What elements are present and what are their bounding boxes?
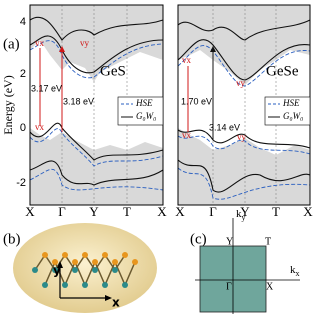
k-label: Y xyxy=(89,204,99,219)
axis-label: k xyxy=(290,264,296,276)
point-label: T xyxy=(265,236,271,247)
axis-label: ky xyxy=(236,208,246,222)
y-tick-label: 4 xyxy=(20,16,26,28)
axis-label: x xyxy=(296,269,300,278)
vy-label: vy xyxy=(236,78,246,88)
axis-label: y xyxy=(242,213,246,222)
point-label: Y xyxy=(226,236,233,247)
axis-label: y xyxy=(53,264,61,278)
gap-label: 3.18 eV xyxy=(63,96,94,106)
vy-label: vy xyxy=(80,38,90,48)
y-axis-label: Energy (eV) xyxy=(1,75,15,134)
vx-label: vx xyxy=(35,122,45,132)
axis-label: x xyxy=(112,296,120,310)
k-label: X xyxy=(303,204,313,219)
vy-label: vy xyxy=(237,132,247,142)
vx-label: vx xyxy=(35,38,45,48)
ges-panel: vx vx vy 3.17 eV 3.18 eV GeS HSE G₀W₀ X … xyxy=(25,4,167,219)
legend-entry: G₀W₀ xyxy=(136,111,156,121)
legend-entry: G₀W₀ xyxy=(283,111,303,121)
axis-label: kx xyxy=(290,264,300,278)
brillouin-panel: (c) ky kx Y T Γ X xyxy=(190,208,300,314)
k-label: X xyxy=(157,204,167,219)
panel-label: (a) xyxy=(3,36,20,52)
point-label: Γ xyxy=(226,281,232,292)
axis-label: k xyxy=(236,208,242,220)
material-title: GeSe xyxy=(266,63,299,79)
k-label: Γ xyxy=(209,204,217,219)
y-tick-label: -2 xyxy=(16,177,26,189)
crystal-panel: (b) y x xyxy=(3,223,157,313)
y-tick-label: 0 xyxy=(20,122,26,134)
panel-label: (c) xyxy=(190,231,207,247)
legend-entry: HSE xyxy=(135,98,153,108)
k-label: X xyxy=(175,204,185,219)
legend-entry: HSE xyxy=(282,98,300,108)
k-label: Γ xyxy=(58,204,66,219)
panel-label: (b) xyxy=(3,231,21,247)
y-tick-label: 2 xyxy=(20,68,26,80)
gap-label: 1.70 eV xyxy=(181,96,212,106)
k-label: X xyxy=(25,204,35,219)
k-label: T xyxy=(123,204,131,219)
vx-label: vx xyxy=(182,130,192,140)
k-label: Y xyxy=(240,204,250,219)
vx-label: vx xyxy=(182,55,192,65)
gap-label: 3.14 eV xyxy=(209,122,240,132)
gap-label: 3.17 eV xyxy=(31,83,62,93)
gese-panel: vx vx vy vy 1.70 eV 3.14 eV GeSe HSE G₀W… xyxy=(175,4,313,219)
k-label: T xyxy=(272,204,280,219)
point-label: X xyxy=(266,281,274,292)
material-title: GeS xyxy=(100,63,126,79)
